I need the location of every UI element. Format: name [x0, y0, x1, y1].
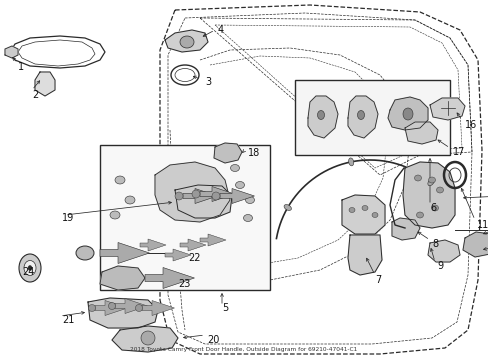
Ellipse shape	[348, 207, 354, 212]
Ellipse shape	[427, 179, 433, 186]
Text: 8: 8	[431, 239, 437, 249]
Text: 7: 7	[374, 275, 381, 285]
FancyArrow shape	[140, 239, 165, 251]
Ellipse shape	[110, 211, 120, 219]
Text: 2018 Toyota Camry Front Door Handle, Outside Diagram for 69210-47041-C1: 2018 Toyota Camry Front Door Handle, Out…	[130, 347, 357, 352]
Polygon shape	[341, 195, 384, 234]
Ellipse shape	[108, 302, 115, 310]
Text: 19: 19	[62, 213, 74, 223]
Polygon shape	[391, 218, 419, 240]
Ellipse shape	[357, 111, 364, 120]
Ellipse shape	[284, 204, 291, 211]
FancyArrow shape	[164, 249, 191, 261]
Text: 5: 5	[222, 303, 228, 313]
Text: 1: 1	[18, 62, 24, 72]
Ellipse shape	[430, 205, 438, 211]
Text: 18: 18	[247, 148, 260, 158]
Ellipse shape	[125, 196, 135, 204]
Text: 4: 4	[218, 25, 224, 35]
Ellipse shape	[402, 108, 412, 120]
Polygon shape	[462, 232, 488, 257]
Ellipse shape	[235, 181, 244, 189]
Text: 21: 21	[62, 315, 74, 325]
FancyArrow shape	[220, 189, 254, 203]
Ellipse shape	[243, 215, 252, 221]
Ellipse shape	[88, 305, 95, 311]
FancyBboxPatch shape	[294, 80, 449, 155]
Text: 2: 2	[32, 90, 38, 100]
Ellipse shape	[115, 176, 125, 184]
Polygon shape	[164, 30, 207, 52]
Text: 3: 3	[204, 77, 211, 87]
Ellipse shape	[414, 175, 421, 181]
Text: 24: 24	[22, 267, 34, 277]
Polygon shape	[404, 122, 437, 144]
FancyBboxPatch shape	[100, 145, 269, 290]
Ellipse shape	[317, 111, 324, 120]
Polygon shape	[347, 96, 377, 138]
FancyArrow shape	[183, 189, 217, 203]
Ellipse shape	[135, 305, 142, 311]
FancyArrow shape	[100, 243, 149, 264]
Ellipse shape	[212, 192, 220, 200]
Ellipse shape	[416, 212, 423, 218]
FancyArrow shape	[115, 298, 147, 314]
FancyArrow shape	[145, 267, 194, 288]
Ellipse shape	[192, 190, 200, 198]
Text: 9: 9	[436, 261, 442, 271]
Ellipse shape	[427, 177, 435, 183]
Polygon shape	[175, 185, 231, 218]
Polygon shape	[427, 240, 459, 262]
Polygon shape	[402, 162, 454, 228]
Ellipse shape	[141, 331, 155, 345]
Text: 16: 16	[464, 120, 476, 130]
Ellipse shape	[436, 187, 443, 193]
Polygon shape	[88, 298, 158, 328]
Text: 11: 11	[476, 220, 488, 230]
Polygon shape	[112, 326, 178, 352]
FancyArrow shape	[200, 186, 234, 202]
Polygon shape	[347, 235, 381, 275]
Polygon shape	[100, 266, 145, 290]
Ellipse shape	[371, 212, 377, 217]
Ellipse shape	[175, 192, 183, 200]
FancyArrow shape	[180, 239, 205, 251]
Ellipse shape	[245, 197, 254, 203]
Ellipse shape	[24, 261, 36, 275]
Text: 23: 23	[178, 279, 190, 289]
Polygon shape	[307, 96, 337, 138]
Ellipse shape	[348, 158, 353, 166]
Polygon shape	[387, 97, 427, 130]
Polygon shape	[429, 98, 464, 120]
Polygon shape	[35, 72, 55, 96]
FancyArrow shape	[200, 234, 225, 246]
Ellipse shape	[180, 36, 194, 48]
Text: 17: 17	[452, 147, 465, 157]
Polygon shape	[214, 143, 242, 163]
Ellipse shape	[19, 254, 41, 282]
Text: 6: 6	[429, 203, 435, 213]
Ellipse shape	[76, 246, 94, 260]
Polygon shape	[155, 162, 229, 222]
Ellipse shape	[230, 165, 239, 171]
Ellipse shape	[28, 265, 32, 270]
Ellipse shape	[361, 206, 367, 211]
FancyArrow shape	[95, 301, 127, 315]
Text: 22: 22	[187, 253, 200, 263]
Text: 20: 20	[206, 335, 219, 345]
FancyArrow shape	[142, 301, 174, 315]
Polygon shape	[5, 46, 18, 58]
